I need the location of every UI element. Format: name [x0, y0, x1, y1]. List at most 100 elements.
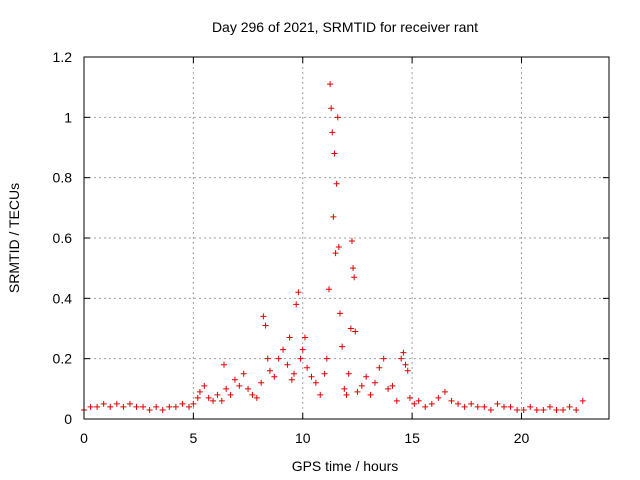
chart-title: Day 296 of 2021, SRMTID for receiver ran…	[212, 19, 478, 35]
data-point	[113, 400, 120, 407]
data-point	[553, 406, 560, 413]
data-point	[253, 394, 260, 401]
data-point	[376, 364, 383, 371]
axis-ticks	[83, 56, 609, 420]
data-point	[140, 403, 147, 410]
data-point	[422, 403, 429, 410]
data-point	[227, 391, 234, 398]
data-point	[351, 274, 358, 281]
data-point	[218, 397, 225, 404]
grid	[84, 57, 609, 419]
data-point	[205, 394, 212, 401]
data-point	[347, 325, 354, 332]
data-point	[354, 388, 361, 395]
x-axis-label: GPS time / hours	[292, 458, 399, 474]
data-point	[533, 406, 540, 413]
data-point	[249, 391, 256, 398]
data-point	[87, 403, 94, 410]
data-point	[120, 403, 127, 410]
data-point	[323, 355, 330, 362]
y-tick-label: 0	[64, 411, 72, 427]
data-point	[196, 388, 203, 395]
data-point	[107, 403, 114, 410]
data-point	[332, 250, 339, 257]
data-point	[441, 388, 448, 395]
data-point	[260, 313, 267, 320]
data-point	[380, 355, 387, 362]
y-tick-label: 0.6	[53, 230, 73, 246]
data-point	[573, 406, 580, 413]
data-point	[201, 382, 208, 389]
data-point	[94, 403, 101, 410]
y-tick-label: 1	[64, 109, 72, 125]
data-point	[223, 385, 230, 392]
data-point	[330, 213, 337, 220]
data-point	[288, 376, 295, 383]
data-point	[329, 129, 336, 136]
x-tick-labels: 0 5 10 15 20	[80, 430, 529, 446]
data-point	[210, 397, 217, 404]
data-point	[579, 397, 586, 404]
data-point	[501, 403, 507, 410]
data-point	[367, 391, 374, 398]
data-point	[540, 406, 547, 413]
data-point	[240, 370, 247, 377]
data-point	[389, 382, 396, 389]
data-point	[284, 361, 291, 368]
data-points	[81, 81, 586, 413]
data-point	[507, 403, 514, 410]
data-point	[236, 382, 243, 389]
data-point	[435, 394, 442, 401]
data-point	[398, 355, 405, 362]
data-point	[406, 394, 413, 401]
y-tick-label: 1.2	[53, 49, 73, 65]
data-point	[520, 406, 527, 413]
data-point	[317, 391, 324, 398]
data-point	[321, 370, 328, 377]
data-point	[231, 376, 238, 383]
data-point	[560, 406, 567, 413]
data-point	[172, 403, 179, 410]
data-point	[400, 349, 407, 356]
x-tick-label: 20	[514, 430, 530, 446]
data-point	[385, 385, 392, 392]
data-point	[304, 364, 311, 371]
x-tick-label: 15	[404, 430, 420, 446]
data-point	[358, 382, 365, 389]
data-point	[159, 406, 166, 413]
data-point	[194, 394, 201, 401]
data-point	[286, 334, 293, 341]
data-point	[146, 406, 153, 413]
data-point	[327, 81, 334, 88]
data-point	[455, 400, 462, 407]
data-point	[448, 397, 455, 404]
data-point	[461, 403, 468, 410]
data-point	[345, 370, 352, 377]
data-point	[275, 355, 282, 362]
data-point	[266, 367, 273, 374]
data-point	[514, 406, 521, 413]
y-tick-label: 0.4	[53, 290, 73, 306]
data-point	[153, 403, 160, 410]
data-point	[293, 301, 300, 308]
data-point	[336, 310, 343, 317]
data-point	[402, 361, 409, 368]
data-point	[126, 400, 133, 407]
data-point	[291, 370, 297, 377]
data-point	[258, 379, 265, 386]
data-point	[100, 400, 107, 407]
y-tick-labels: 0 0.2 0.4 0.6 0.8 1 1.2	[53, 49, 73, 427]
data-point	[341, 385, 348, 392]
data-point	[335, 244, 342, 251]
data-point	[363, 373, 370, 380]
data-point	[190, 400, 197, 407]
data-point	[271, 373, 278, 380]
data-point	[221, 361, 227, 368]
data-point	[331, 150, 338, 157]
data-point	[280, 346, 287, 353]
data-point	[348, 238, 355, 245]
data-point	[262, 322, 269, 329]
data-point	[474, 403, 481, 410]
data-point	[339, 343, 346, 350]
